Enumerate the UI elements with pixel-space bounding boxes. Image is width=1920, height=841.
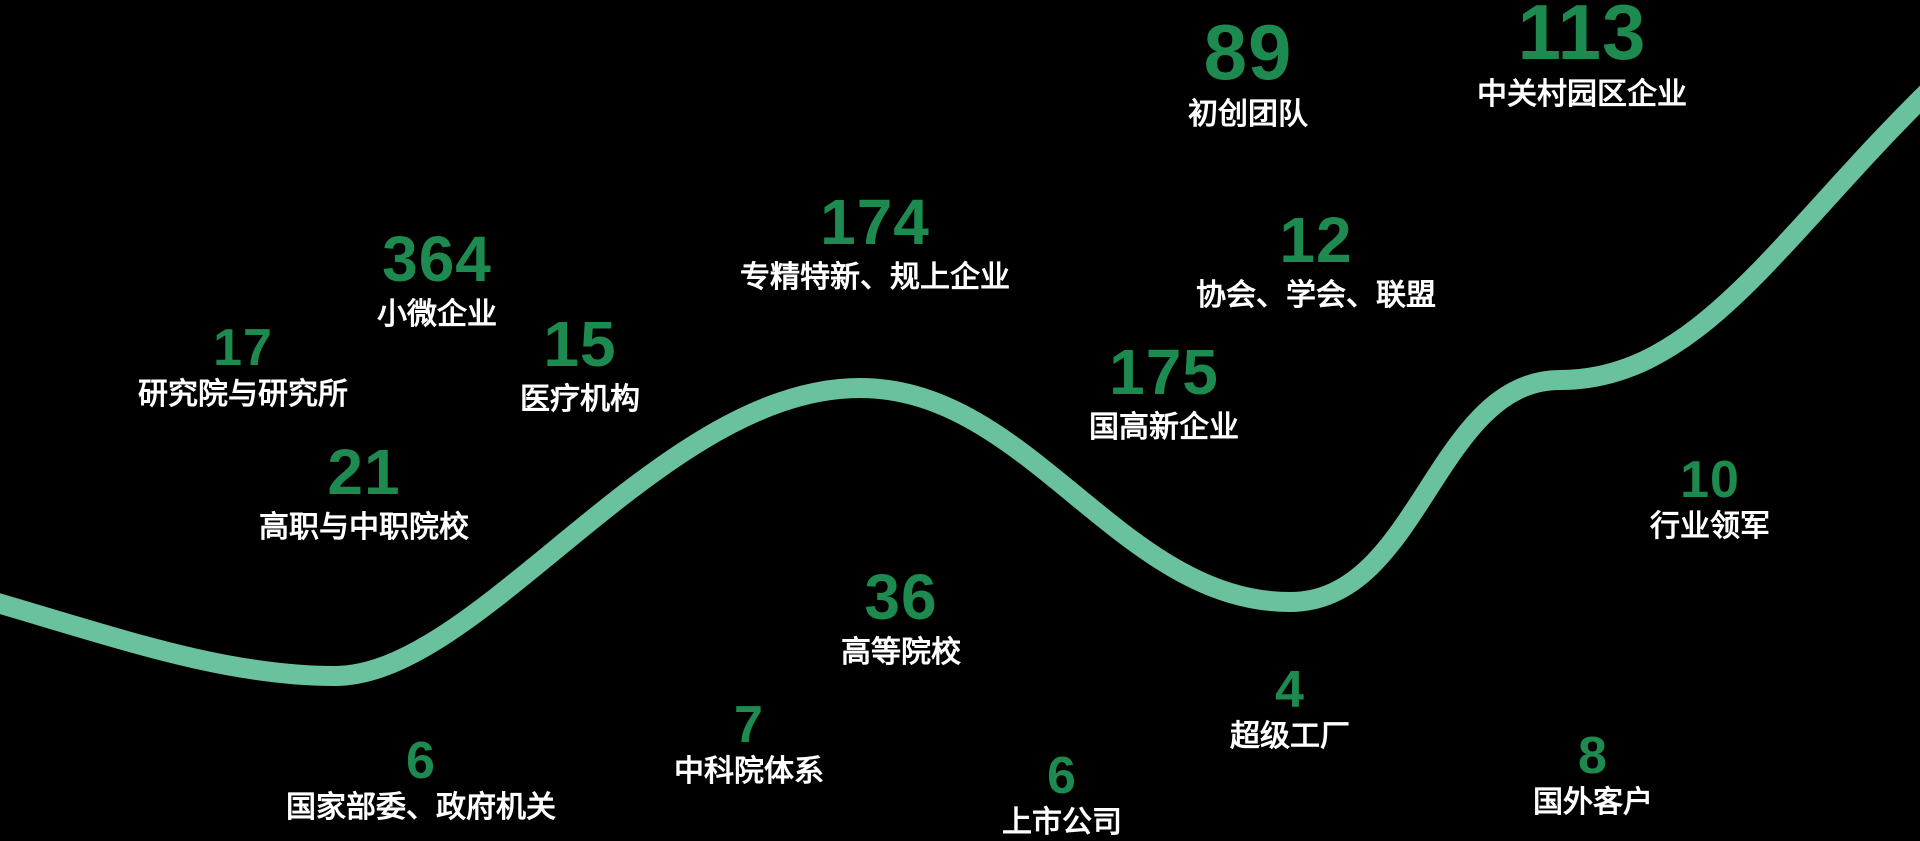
- stat-startup-teams: 89 初创团队: [1188, 13, 1308, 133]
- stat-label: 协会、学会、联盟: [1196, 279, 1436, 312]
- stat-label: 中关村园区企业: [1477, 78, 1687, 111]
- stat-super-factories: 4 超级工厂: [1230, 664, 1350, 755]
- stat-associations-societies-alliances: 12 协会、学会、联盟: [1196, 208, 1436, 314]
- stat-value: 174: [820, 186, 930, 258]
- stat-value: 12: [1279, 204, 1353, 276]
- growth-curve-line: [0, 85, 1920, 687]
- stat-value: 175: [1109, 336, 1219, 408]
- stat-overseas-clients: 8 国外客户: [1533, 730, 1653, 821]
- stat-industry-leaders: 10 行业领军: [1650, 454, 1770, 545]
- stat-label: 高职与中职院校: [259, 511, 469, 544]
- stat-label: 行业领军: [1650, 510, 1770, 543]
- stat-higher-education-institutions: 36 高等院校: [841, 565, 961, 671]
- stat-listed-companies: 6 上市公司: [1002, 750, 1122, 841]
- stat-value: 7: [734, 696, 764, 754]
- stat-value: 4: [1275, 661, 1305, 719]
- stat-label: 国家部委、政府机关: [286, 791, 556, 824]
- stat-label: 小微企业: [377, 298, 497, 331]
- stat-vocational-schools: 21 高职与中职院校: [259, 440, 469, 546]
- stat-value: 364: [382, 223, 492, 295]
- stat-value: 21: [327, 436, 401, 508]
- stat-research-institutes: 17 研究院与研究所: [138, 322, 348, 413]
- stat-medical-institutions: 15 医疗机构: [520, 312, 640, 418]
- stat-zhongguancun-park-enterprises: 113 中关村园区企业: [1477, 0, 1687, 113]
- stat-label: 高等院校: [841, 636, 961, 669]
- stat-label: 国高新企业: [1089, 411, 1239, 444]
- stat-value: 6: [1047, 747, 1077, 805]
- stat-label: 初创团队: [1188, 98, 1308, 131]
- stat-government-agencies: 6 国家部委、政府机关: [286, 735, 556, 826]
- stat-value: 36: [864, 561, 938, 633]
- stat-label: 超级工厂: [1230, 720, 1350, 753]
- stat-label: 上市公司: [1002, 806, 1122, 839]
- stat-value: 113: [1517, 0, 1647, 76]
- stat-label: 医疗机构: [520, 383, 640, 416]
- stat-value: 10: [1680, 451, 1740, 509]
- stat-value: 17: [213, 319, 273, 377]
- stat-label: 中科院体系: [674, 755, 824, 788]
- stat-value: 15: [543, 308, 617, 380]
- stat-value: 8: [1578, 727, 1608, 785]
- stat-label: 专精特新、规上企业: [740, 261, 1010, 294]
- stat-cas-system: 7 中科院体系: [674, 699, 824, 790]
- stat-label: 国外客户: [1533, 786, 1653, 819]
- stat-specialized-enterprises: 174 专精特新、规上企业: [740, 190, 1010, 296]
- stat-value: 6: [406, 732, 436, 790]
- stat-value: 89: [1203, 8, 1293, 96]
- stat-label: 研究院与研究所: [138, 378, 348, 411]
- stat-national-high-tech-enterprises: 175 国高新企业: [1089, 340, 1239, 446]
- stat-micro-small-enterprises: 364 小微企业: [377, 227, 497, 333]
